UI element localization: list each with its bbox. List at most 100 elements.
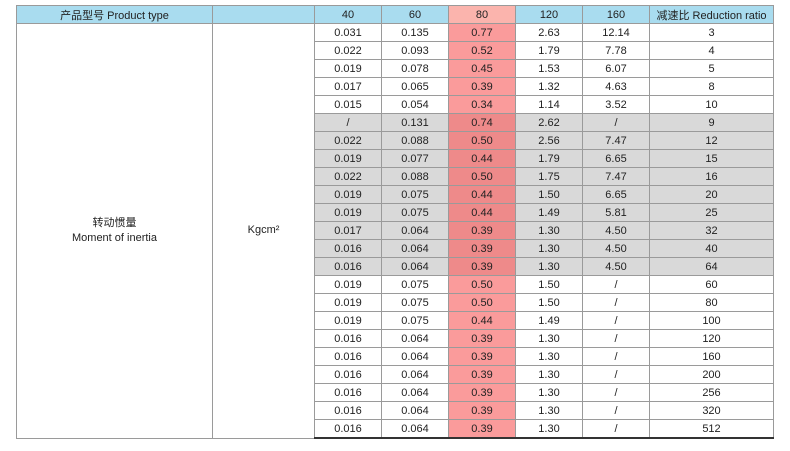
cell: 1.49 <box>515 203 583 222</box>
cell: 0.065 <box>381 77 449 96</box>
cell: 1.30 <box>515 257 583 276</box>
row: 0.016 0.064 0.39 1.30/320 <box>17 401 774 420</box>
cell: 0.019 <box>314 275 382 294</box>
row: /0.131 0.74 2.62/9 <box>17 113 774 132</box>
ratio: 减速比 Reduction ratio <box>649 5 774 24</box>
cell: / <box>582 365 650 384</box>
cell: 1.14 <box>515 95 583 114</box>
property-en: Moment of inertia <box>72 231 157 244</box>
cell: 0.50 <box>448 275 516 294</box>
cell: 1.30 <box>515 329 583 348</box>
cell: 0.39 <box>448 239 516 258</box>
cell: / <box>582 275 650 294</box>
cell: 1.50 <box>515 275 583 294</box>
cell: 4 <box>649 41 774 60</box>
cell: 0.39 <box>448 257 516 276</box>
cell: 1.75 <box>515 167 583 186</box>
cell: 0.016 <box>314 383 382 402</box>
cell: 7.47 <box>582 167 650 186</box>
cell: / <box>582 401 650 420</box>
cell: 1.50 <box>515 185 583 204</box>
cell: 0.44 <box>448 203 516 222</box>
cell: 160 <box>649 347 774 366</box>
cell: 0.131 <box>381 113 449 132</box>
cell: 0.016 <box>314 329 382 348</box>
cell: 0.016 <box>314 401 382 420</box>
size: 120 <box>515 5 583 24</box>
cell: 256 <box>649 383 774 402</box>
cell: 0.078 <box>381 59 449 78</box>
cell: 0.39 <box>448 419 516 439</box>
cell: 0.064 <box>381 401 449 420</box>
cell: 15 <box>649 149 774 168</box>
cell: 0.088 <box>381 131 449 150</box>
cell: 0.019 <box>314 311 382 330</box>
cell: 0.39 <box>448 329 516 348</box>
cell: 0.39 <box>448 401 516 420</box>
cell: 200 <box>649 365 774 384</box>
cell: 0.44 <box>448 311 516 330</box>
cell: 0.022 <box>314 167 382 186</box>
table-body: 转动惯量 Moment of inertia Kgcm² 0.031 0.135 0.77… <box>16 23 774 439</box>
cell: 1.30 <box>515 365 583 384</box>
cell: 6.65 <box>582 149 650 168</box>
cell: / <box>582 293 650 312</box>
cell: 0.022 <box>314 131 382 150</box>
cell: 1.30 <box>515 383 583 402</box>
cell: / <box>582 113 650 132</box>
size: 80 <box>448 5 516 24</box>
cell: 4.50 <box>582 239 650 258</box>
size: 40 <box>314 5 382 24</box>
row: 0.022 0.088 0.50 1.75 7.47 16 <box>17 167 774 186</box>
cell: / <box>582 383 650 402</box>
row: 0.022 0.088 0.50 2.56 7.47 12 <box>17 131 774 150</box>
cell: 1.32 <box>515 77 583 96</box>
cell: 0.39 <box>448 347 516 366</box>
cell: 12.14 <box>582 23 650 42</box>
row: 0.019 0.075 0.50 1.50/80 <box>17 293 774 312</box>
cell: 64 <box>649 257 774 276</box>
property-cn: 转动惯量 <box>92 216 137 229</box>
cell: 0.77 <box>448 23 516 42</box>
cell: 2.63 <box>515 23 583 42</box>
cell: / <box>582 329 650 348</box>
cell: 32 <box>649 221 774 240</box>
cell: 16 <box>649 167 774 186</box>
cell: 0.075 <box>381 275 449 294</box>
cell: 1.30 <box>515 221 583 240</box>
cell: 0.135 <box>381 23 449 42</box>
cell: 0.075 <box>381 203 449 222</box>
cell: 6.07 <box>582 59 650 78</box>
cell: / <box>314 113 382 132</box>
row: 0.016 0.064 0.39 1.30/512 <box>17 419 774 439</box>
row: 0.016 0.064 0.39 1.30 4.50 40 <box>17 239 774 258</box>
product-type: 产品型号 Product type <box>16 5 213 24</box>
cell: 8 <box>649 77 774 96</box>
property: 转动惯量 Moment of inertia <box>16 23 213 439</box>
cell: 0.075 <box>381 311 449 330</box>
table-wrap: 产品型号 Product type 40 60 80 120 160 减速比 R… <box>16 5 774 439</box>
cell: 0.39 <box>448 221 516 240</box>
cell: 0.064 <box>381 419 449 439</box>
cell: 10 <box>649 95 774 114</box>
cell: 0.075 <box>381 185 449 204</box>
row: 0.015 0.054 0.34 1.14 3.52 10 <box>17 95 774 114</box>
cell: 1.50 <box>515 293 583 312</box>
row: 0.022 0.093 0.52 1.79 7.78 4 <box>17 41 774 60</box>
cell: 2.62 <box>515 113 583 132</box>
cell: 0.015 <box>314 95 382 114</box>
cell: 0.054 <box>381 95 449 114</box>
cell: 0.016 <box>314 257 382 276</box>
cell: 4.50 <box>582 257 650 276</box>
cell: 1.30 <box>515 347 583 366</box>
cell: 4.63 <box>582 77 650 96</box>
cell: 1.49 <box>515 311 583 330</box>
cell: 1.79 <box>515 41 583 60</box>
cell: 0.019 <box>314 203 382 222</box>
blank <box>212 5 315 24</box>
cell: 0.022 <box>314 41 382 60</box>
size: 60 <box>381 5 449 24</box>
cell: 0.50 <box>448 131 516 150</box>
cell: 20 <box>649 185 774 204</box>
row: 0.019 0.075 0.44 1.49/100 <box>17 311 774 330</box>
